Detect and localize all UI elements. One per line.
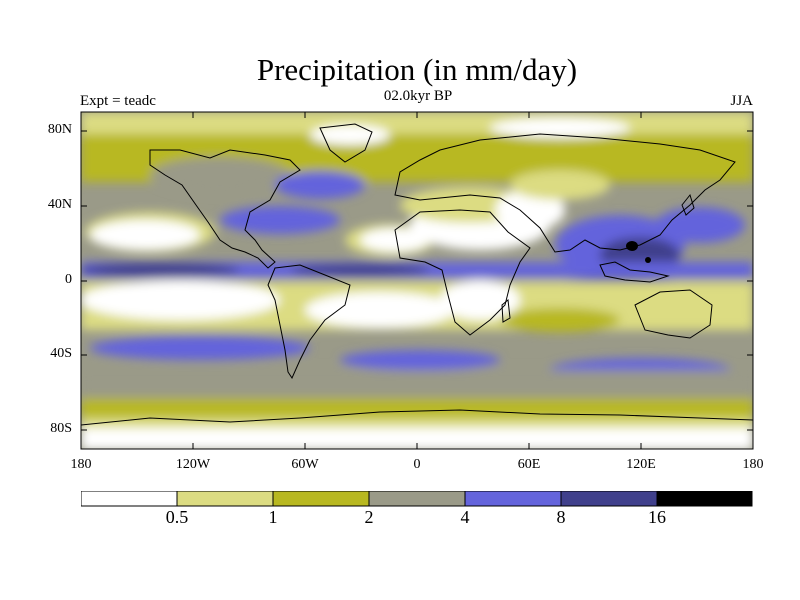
coastlines bbox=[81, 123, 753, 426]
lat-label-80n: 80N bbox=[47, 122, 72, 137]
plot-title: Precipitation (in mm/day) bbox=[256, 52, 578, 87]
colorbar-swatch-2 bbox=[272, 491, 370, 507]
lat-label-40n: 40N bbox=[47, 197, 72, 212]
colorbar-label-4: 4 bbox=[460, 507, 470, 527]
colorbar-swatch-0 bbox=[81, 491, 178, 507]
lon-label-120e: 120E bbox=[626, 457, 656, 472]
coast-australia bbox=[634, 289, 713, 339]
colorbar-swatch-1 bbox=[176, 491, 274, 507]
field-satlantic-dry bbox=[305, 292, 455, 328]
lon-label-60e: 60E bbox=[517, 457, 541, 472]
colorbar-swatch-3 bbox=[368, 491, 466, 507]
colorbar-label-8: 8 bbox=[556, 507, 566, 527]
lon-label-0: 0 bbox=[413, 457, 421, 472]
lon-label-180w: 180 bbox=[70, 457, 92, 472]
field-australia-dry bbox=[655, 303, 725, 327]
season-label: JJA bbox=[730, 93, 753, 109]
field-greenland-dry bbox=[310, 125, 390, 145]
period-label: 02.0kyr BP bbox=[383, 88, 453, 104]
coast-japan bbox=[681, 193, 695, 216]
field-gulfstream-wet bbox=[220, 206, 340, 234]
field-max-spot bbox=[626, 241, 638, 251]
colorbar-swatch-5 bbox=[560, 491, 658, 507]
lat-ticks bbox=[81, 130, 753, 431]
coast-antarctica bbox=[81, 409, 753, 426]
coast-madagascar bbox=[501, 299, 511, 323]
lon-ticks bbox=[192, 112, 642, 449]
field-southern-wet bbox=[90, 336, 310, 360]
field-antarctica-dry bbox=[81, 428, 753, 449]
field-spacific-dry bbox=[81, 280, 280, 320]
lon-label-180e: 180 bbox=[742, 457, 764, 472]
coast-indonesia bbox=[599, 261, 670, 283]
coast-africa bbox=[394, 209, 531, 336]
experiment-label: Expt = teadc bbox=[80, 93, 156, 109]
colorbar-label-16: 16 bbox=[648, 507, 666, 527]
coast-north-america bbox=[149, 149, 301, 269]
colorbar-label-0-5: 0.5 bbox=[165, 507, 189, 527]
lon-label-60w: 60W bbox=[291, 457, 319, 472]
precip-field bbox=[81, 112, 753, 449]
colorbar-label-2: 2 bbox=[364, 507, 374, 527]
colorbar-swatch-4 bbox=[464, 491, 562, 507]
colorbar bbox=[81, 491, 753, 507]
lat-label-40s: 40S bbox=[50, 346, 72, 361]
field-npacific-dry bbox=[90, 220, 200, 250]
coast-eurasia bbox=[394, 133, 736, 253]
colorbar-swatch-6 bbox=[656, 491, 753, 507]
lat-label-80s: 80S bbox=[50, 421, 72, 436]
coast-greenland bbox=[319, 123, 373, 163]
field-arctic-dry bbox=[490, 118, 630, 138]
coast-south-america bbox=[267, 264, 351, 380]
lon-label-120w: 120W bbox=[175, 457, 211, 472]
colorbar-label-1: 1 bbox=[268, 507, 278, 527]
lat-label-0: 0 bbox=[65, 272, 72, 287]
